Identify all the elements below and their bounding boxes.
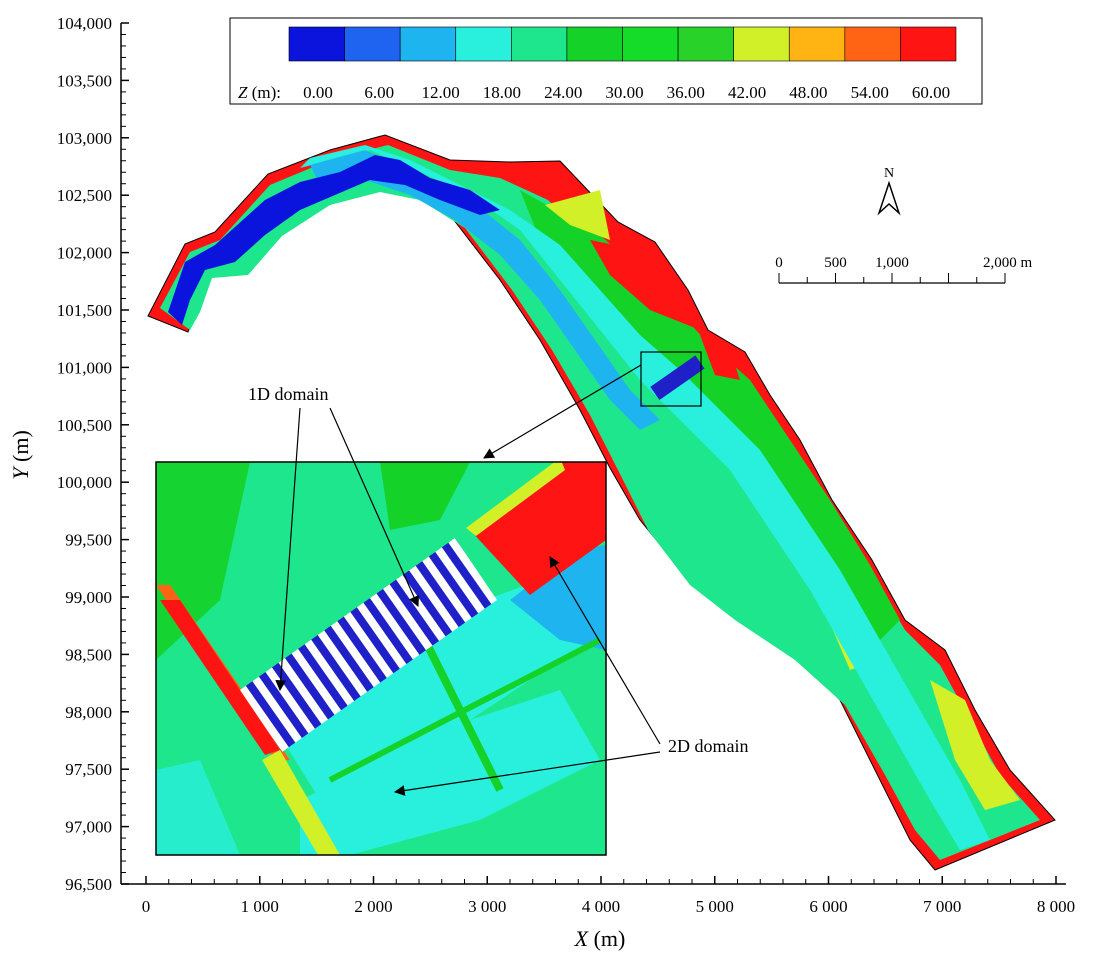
legend-tick-label: 42.00	[728, 83, 766, 102]
legend-unit: (m):	[247, 83, 285, 102]
y-tick-label: 99,500	[65, 531, 112, 550]
north-label: N	[884, 166, 894, 181]
legend-color-swatch	[455, 26, 512, 62]
y-tick-label: 103,500	[57, 71, 112, 90]
legend-color-swatch	[566, 26, 623, 62]
legend-var: Z	[238, 83, 248, 102]
y-tick-label: 102,500	[57, 186, 112, 205]
y-tick-label: 100,500	[57, 416, 112, 435]
legend-color-swatch	[788, 26, 846, 62]
x-tick-label: 6 000	[809, 897, 847, 916]
scale-bar: 0 500 1,000 2,000 m	[775, 255, 1033, 284]
x-tick-label: 2 000	[354, 897, 392, 916]
legend-color-swatch	[622, 26, 679, 62]
legend-title: Z (m):	[238, 83, 285, 102]
scale-bar-label: 0	[775, 255, 783, 271]
y-tick-label: 100,000	[57, 473, 112, 492]
y-tick-label: 104,000	[57, 14, 112, 33]
inset-locator-box	[640, 351, 702, 407]
label-1d-domain: 1D domain	[248, 384, 329, 404]
y-axis-title: Y (m)	[8, 430, 33, 480]
inset-frame	[155, 461, 607, 856]
scale-bar-label: 500	[824, 255, 847, 271]
inset-pointer-arrow	[483, 364, 642, 459]
terrain-yellow-patch-1	[545, 190, 610, 240]
legend-color-swatch	[288, 26, 345, 62]
one-d-domain-striped	[240, 538, 497, 752]
legend-tick-label: 24.00	[544, 83, 582, 102]
terrain-red-island-2	[700, 335, 740, 380]
y-tick-label: 102,000	[57, 244, 112, 263]
terrain-yellow-patch-2	[930, 680, 1020, 810]
terrain-red-island	[590, 240, 700, 330]
y-tick-label: 98,500	[65, 645, 112, 664]
north-arrow: N	[877, 166, 901, 216]
annotation-2d: 2D domain	[393, 556, 749, 796]
legend-tick-label: 12.00	[421, 83, 459, 102]
scale-bar-label: 1,000	[875, 255, 909, 271]
y-tick-label: 101,000	[57, 358, 112, 377]
terrain-channel-cyan	[300, 145, 990, 850]
legend-color-swatch	[677, 26, 734, 62]
y-tick-label: 101,500	[57, 301, 112, 320]
legend-tick-label: 36.00	[667, 83, 705, 102]
legend-tick-label: 60.00	[912, 83, 950, 102]
y-tick-label: 97,000	[65, 818, 112, 837]
annotation-1d: 1D domain	[248, 384, 419, 692]
y-tick-label: 96,500	[65, 875, 112, 894]
x-tick-label: 0	[142, 897, 151, 916]
river-terrain	[147, 134, 1056, 871]
legend-tick-label: 48.00	[789, 83, 827, 102]
legend-tick-label: 54.00	[851, 83, 889, 102]
legend-tick-label: 6.00	[364, 83, 394, 102]
scale-bar-label: 2,000 m	[983, 255, 1033, 271]
x-tick-label: 7 000	[923, 897, 961, 916]
legend-tick-label: 0.00	[303, 83, 333, 102]
x-tick-label: 3 000	[468, 897, 506, 916]
x-axis-title: X (m)	[574, 926, 626, 951]
y-axis-ticks: 96,500 97,000 97,500 98,000 98,500 99,000 99,5…	[57, 14, 129, 894]
x-tick-label: 4 000	[582, 897, 620, 916]
legend-color-swatch	[344, 26, 401, 62]
x-tick-label: 5 000	[696, 897, 734, 916]
y-tick-label: 99,000	[65, 588, 112, 607]
label-2d-domain: 2D domain	[668, 736, 749, 756]
legend-tick-label: 18.00	[483, 83, 521, 102]
y-tick-label: 98,000	[65, 703, 112, 722]
axes: 0 1 000 2 000 3 000 4 000 5 000 6 000 7 000 8 00…	[8, 14, 1075, 951]
legend-tick-labels: 0.00 6.00 12.00 18.00 24.00 30.00 36.00 42.00 48…	[303, 83, 950, 102]
legend-swatches	[288, 26, 957, 62]
one-d-segment-main	[650, 355, 705, 401]
y-tick-label: 103,000	[57, 129, 112, 148]
legend-color-swatch	[399, 26, 457, 62]
x-tick-label: 8 000	[1037, 897, 1075, 916]
terrain-channel-deep	[168, 155, 500, 325]
terrain-floodplain	[160, 145, 1040, 860]
x-axis-ticks: 0 1 000 2 000 3 000 4 000 5 000 6 000 7 000 8 00…	[142, 876, 1075, 916]
inset-zoom	[156, 462, 606, 855]
legend-tick-label: 30.00	[605, 83, 643, 102]
legend-color-swatch	[733, 26, 790, 62]
legend: Z (m): 0.00 6.00 12.00 18.00 24.00 30.00 36.00…	[229, 17, 983, 105]
legend-color-swatch	[844, 26, 901, 62]
legend-color-swatch	[511, 26, 568, 62]
x-tick-label: 1 000	[241, 897, 279, 916]
legend-color-swatch	[900, 26, 957, 62]
y-tick-label: 97,500	[65, 760, 112, 779]
